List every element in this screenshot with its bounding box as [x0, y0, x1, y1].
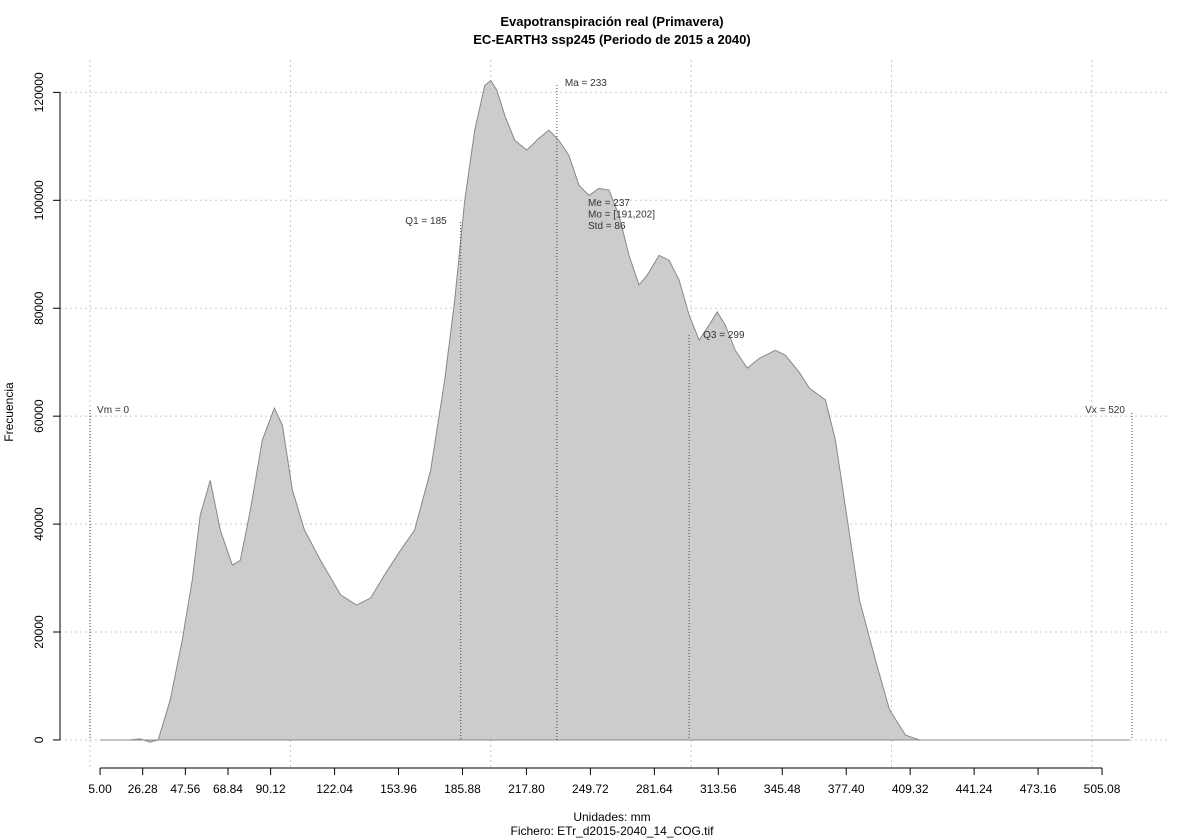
x-tick-label: 377.40	[828, 782, 865, 796]
x-axis-label: Unidades: mm	[573, 810, 650, 824]
x-tick-label: 122.04	[316, 782, 353, 796]
annotation-label: Vm = 0	[97, 405, 129, 416]
chart-title: Evapotranspiración real (Primavera)	[500, 14, 723, 29]
x-tick-label: 313.56	[700, 782, 737, 796]
x-tick-label: 441.24	[956, 782, 993, 796]
annotation-label: Q1 = 185	[405, 216, 447, 227]
x-tick-label: 345.48	[764, 782, 801, 796]
stat-label: Me = 237	[588, 198, 630, 209]
stat-label: Std = 86	[588, 221, 626, 232]
x-tick-label: 249.72	[572, 782, 609, 796]
y-tick-label: 120000	[32, 72, 46, 112]
x-tick-label: 26.28	[128, 782, 158, 796]
y-tick-label: 60000	[32, 399, 46, 433]
y-tick-label: 100000	[32, 180, 46, 220]
annotation-label: Vx = 520	[1085, 405, 1125, 416]
x-tick-label: 281.64	[636, 782, 673, 796]
y-tick-label: 20000	[32, 615, 46, 649]
chart-subtitle: EC-EARTH3 ssp245 (Periodo de 2015 a 2040…	[473, 32, 750, 47]
x-tick-label: 505.08	[1084, 782, 1121, 796]
x-tick-label: 90.12	[256, 782, 286, 796]
annotation-label: Q3 = 299	[703, 330, 745, 341]
x-tick-label: 217.80	[508, 782, 545, 796]
x-tick-label: 47.56	[170, 782, 200, 796]
x-tick-label: 68.84	[213, 782, 243, 796]
x-tick-label: 473.16	[1020, 782, 1057, 796]
x-tick-label: 409.32	[892, 782, 929, 796]
x-tick-label: 185.88	[444, 782, 481, 796]
stat-label: Mo = [191,202]	[588, 210, 655, 221]
y-tick-label: 40000	[32, 507, 46, 541]
density-area	[100, 79, 1130, 743]
y-tick-label: 0	[32, 736, 46, 743]
y-axis-label: Frecuencia	[2, 382, 16, 442]
caption: Fichero: ETr_d2015-2040_14_COG.tif	[511, 824, 715, 838]
x-tick-label: 5.00	[88, 782, 112, 796]
x-tick-label: 153.96	[380, 782, 417, 796]
annotation-label: Ma = 233	[565, 78, 607, 89]
y-tick-label: 80000	[32, 291, 46, 325]
